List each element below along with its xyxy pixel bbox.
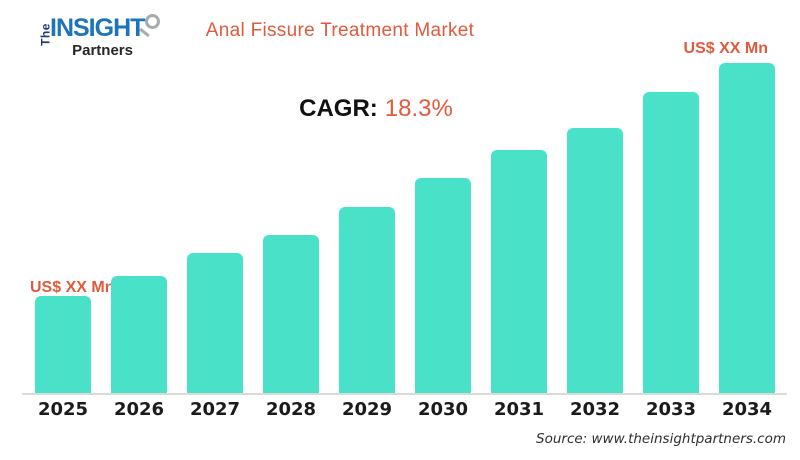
first-bar-value-label: US$ XX Mn <box>30 279 115 296</box>
source-credit: Source: www.theinsightpartners.com <box>536 431 786 447</box>
bar-2031 <box>491 150 547 393</box>
insight-partners-logo: The INSIGHT Partners <box>18 6 160 59</box>
bar-2030 <box>415 178 471 393</box>
bar-2034 <box>719 63 775 393</box>
x-axis-line <box>22 393 787 395</box>
cagr-label: CAGR: <box>299 95 378 122</box>
last-bar-value-label: US$ XX Mn <box>683 40 768 57</box>
x-axis-tick-labels: 2025 2026 2027 2028 2029 2030 2031 2032 2033 2034 <box>35 399 775 420</box>
bar-2026 <box>111 276 167 393</box>
bar-2033 <box>643 92 699 393</box>
logo-word-partners: Partners <box>72 42 133 59</box>
x-tick-label-2031: 2031 <box>493 399 545 420</box>
x-tick-label-2033: 2033 <box>645 399 697 420</box>
x-tick-label-2032: 2032 <box>569 399 621 420</box>
x-tick-label-2029: 2029 <box>341 399 393 420</box>
x-tick-label-2030: 2030 <box>417 399 469 420</box>
cagr-value: 18.3% <box>384 95 453 122</box>
magnifier-icon <box>145 14 160 29</box>
x-tick-label-2026: 2026 <box>113 399 165 420</box>
x-tick-label-2027: 2027 <box>189 399 241 420</box>
x-tick-label-2028: 2028 <box>265 399 317 420</box>
cagr-annotation: CAGR: 18.3% <box>299 95 453 124</box>
bar-2028 <box>263 235 319 393</box>
logo-word-insight: INSIGHT <box>50 14 145 42</box>
bar-2029 <box>339 207 395 393</box>
x-tick-label-2025: 2025 <box>37 399 89 420</box>
bar-2025 <box>35 296 91 393</box>
bars-container <box>35 63 775 393</box>
page-title: Anal Fissure Treatment Market <box>205 20 475 41</box>
bar-2027 <box>187 253 243 393</box>
x-tick-label-2034: 2034 <box>721 399 773 420</box>
bar-2032 <box>567 128 623 393</box>
